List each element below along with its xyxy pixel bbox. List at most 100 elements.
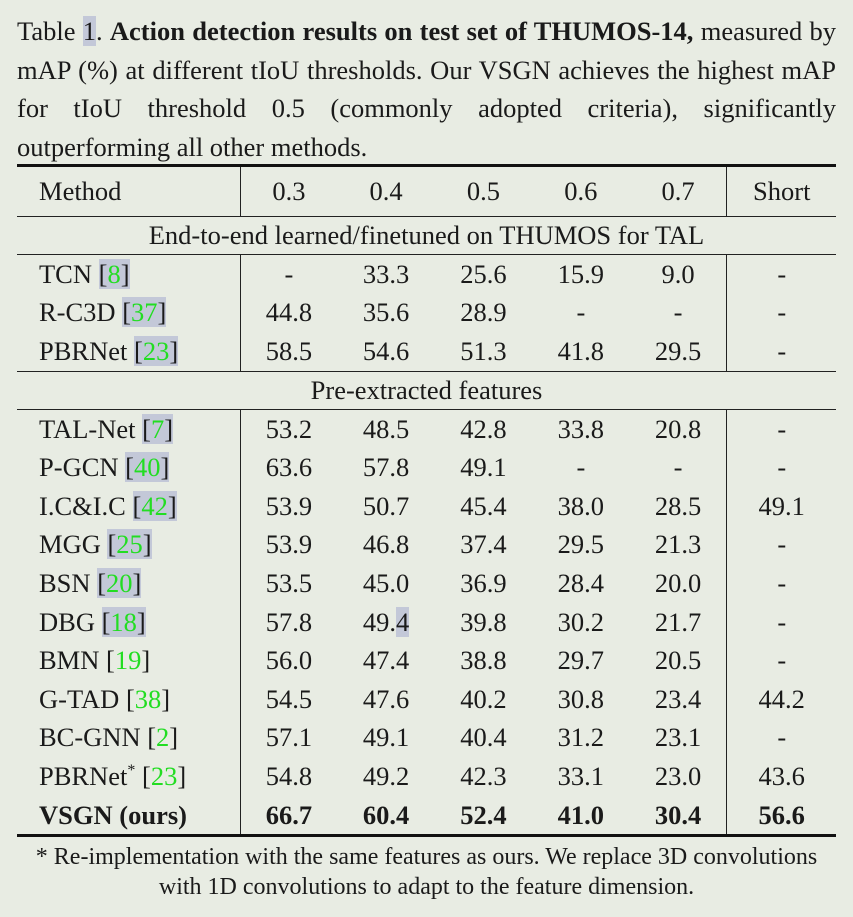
short-value: -	[726, 602, 836, 642]
value-text: 9.0	[661, 258, 695, 289]
value-text: 56.0	[265, 645, 313, 676]
map-value: 66.7	[240, 795, 338, 838]
value-text: 36.9	[460, 567, 507, 598]
map-value: 28.5	[630, 487, 727, 526]
method-name: PBRNet	[39, 335, 128, 366]
map-value: 45.0	[337, 564, 434, 603]
value-text: -	[673, 297, 683, 328]
value-text: 57.8	[265, 606, 313, 637]
header-tiou-0.6: 0.6	[532, 164, 630, 217]
map-value: 42.3	[435, 757, 532, 796]
citation-link[interactable]: [38]	[125, 683, 171, 714]
map-value: 38.0	[532, 487, 629, 526]
map-value: 20.8	[630, 409, 727, 448]
map-value: 23.1	[630, 719, 727, 758]
map-value: 45.4	[435, 487, 532, 526]
value-text: 33.8	[557, 413, 605, 444]
map-value: 41.8	[532, 332, 630, 372]
map-value: 28.4	[532, 564, 629, 603]
value-text: 28.9	[460, 297, 507, 328]
value-text: 28.5	[654, 490, 702, 521]
map-value: 57.1	[240, 719, 337, 758]
citation-link[interactable]: [18]	[101, 606, 146, 637]
method-cell: R-C3D [37]	[17, 293, 241, 333]
value-text: 42.3	[460, 760, 507, 791]
value-text: 40.2	[460, 683, 507, 714]
table-row: VSGN (ours) 66.7 60.4 52.4 41.0 30.4 56.6	[17, 795, 836, 838]
table-row: G-TAD [38] 54.5 47.6 40.2 30.8 23.4 44.2	[17, 679, 836, 719]
citation-link[interactable]: [8]	[98, 258, 130, 289]
method-cell: BC-GNN [2]	[17, 718, 241, 758]
table-number-link[interactable]: 1	[82, 16, 96, 46]
value-text: 49.1	[460, 452, 507, 483]
citation-link[interactable]: [23]	[141, 760, 187, 791]
map-value: 21.7	[630, 603, 727, 642]
citation-link[interactable]: [7]	[142, 413, 174, 444]
value-text: 31.2	[557, 722, 605, 753]
value-text: 52.4	[460, 799, 507, 830]
method-name: R-C3D	[39, 297, 116, 328]
value-text: 15.9	[557, 258, 605, 289]
value-text: 45.4	[460, 490, 507, 521]
value-text: 29.7	[557, 645, 605, 676]
value-text: 41.0	[557, 799, 605, 830]
value-text: 47.6	[362, 683, 410, 714]
value-text: 39.8	[460, 606, 507, 637]
method-cell: BSN [20]	[17, 564, 241, 603]
citation-link[interactable]: [37]	[122, 297, 167, 328]
map-value: 63.6	[240, 448, 337, 487]
citation-link[interactable]: [40]	[125, 452, 170, 483]
map-value: 49.1	[435, 448, 532, 487]
map-value: 49.4	[337, 603, 434, 642]
citation-link[interactable]: [2]	[147, 722, 179, 753]
map-value: 39.8	[435, 603, 532, 642]
map-value: 50.7	[337, 487, 434, 526]
citation-number: 25	[116, 529, 143, 560]
value-text: 42.8	[460, 413, 507, 444]
section-title: End-to-end learned/finetuned on THUMOS f…	[17, 216, 836, 255]
value-text: -	[777, 452, 787, 483]
value-text: 54.8	[265, 760, 313, 791]
method-cell: TAL-Net [7]	[17, 409, 241, 449]
table-row: I.C&I.C [42] 53.9 50.7 45.4 38.0 28.5 49.1	[17, 486, 836, 526]
map-value: 21.3	[630, 526, 727, 565]
short-value: 43.6	[726, 757, 836, 796]
value-text: -	[777, 335, 787, 366]
value-text: 53.2	[265, 413, 313, 444]
value-text: -	[777, 413, 787, 444]
value-text: 29.5	[557, 529, 605, 560]
map-value: 53.9	[240, 487, 337, 526]
value-text: 21.3	[654, 529, 702, 560]
citation-link[interactable]: [23]	[133, 335, 179, 366]
value-text: 54.6	[362, 335, 410, 366]
asterisk-marker: *	[127, 762, 136, 780]
citation-number: 8	[107, 258, 121, 289]
citation-link[interactable]: [20]	[97, 567, 142, 598]
header-tiou-0.4: 0.4	[337, 164, 435, 217]
results-table: Method 0.3 0.4 0.5 0.6 0.7 Short End-to-…	[17, 164, 836, 838]
value-text: -	[777, 297, 787, 328]
map-value: 29.5	[532, 526, 629, 565]
citation-number: 23	[150, 760, 178, 791]
value-text: 54.5	[265, 683, 313, 714]
caption-title: Action detection results on test set of …	[109, 16, 694, 46]
citation-link[interactable]: [19]	[106, 645, 151, 676]
table-row: PBRNet [23] 58.5 54.6 51.3 41.8 29.5 -	[17, 332, 836, 372]
value-text: 57.8	[362, 452, 410, 483]
value-text: 25.6	[460, 258, 507, 289]
value-text: -	[777, 606, 787, 637]
value-text: 21.7	[654, 606, 702, 637]
short-value: 56.6	[726, 795, 836, 838]
short-value: 49.1	[726, 486, 836, 526]
value-text: -	[673, 452, 683, 483]
citation-link[interactable]: [25]	[107, 529, 152, 560]
method-name: VSGN (ours)	[39, 799, 187, 830]
value-text: 49.4	[362, 606, 410, 637]
header-method: Method	[17, 164, 241, 217]
table-row: MGG [25] 53.9 46.8 37.4 29.5 21.3 -	[17, 525, 836, 565]
citation-link[interactable]: [42]	[132, 490, 177, 521]
method-name: TAL-Net	[39, 413, 136, 444]
value-text: 58.5	[265, 335, 313, 366]
map-value: 36.9	[435, 564, 532, 603]
table-row: BSN [20] 53.5 45.0 36.9 28.4 20.0 -	[17, 564, 836, 603]
